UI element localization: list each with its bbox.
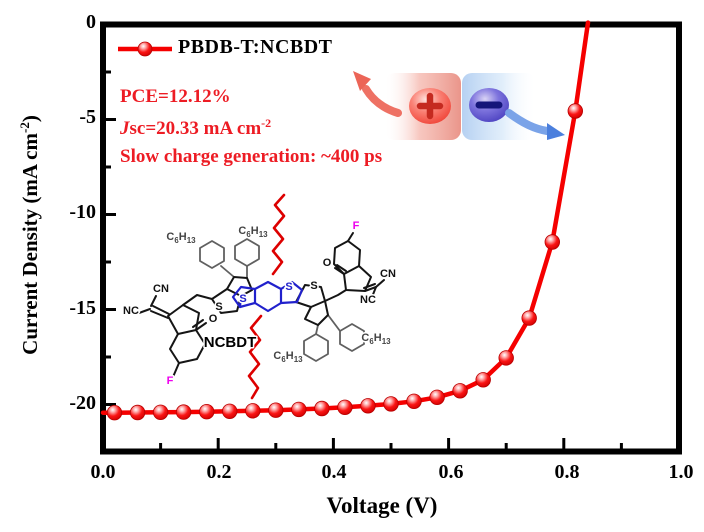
y-axis-title-superscript: -2 [17,122,32,134]
atom-label: C6H13 [273,350,303,364]
legend-sample [118,41,172,57]
annotation-pce: PCE=12.12% [120,86,231,107]
molecule-atom-labels: C6H13 C6H13 C6H13 C6H13 CN NC O O CN NC S S S S F F NCBD… [122,219,398,389]
data-point-marker [360,398,376,414]
data-point-marker [314,400,330,417]
atom-label: CN [153,283,169,295]
atom-label: S [215,301,222,313]
data-point-marker [475,372,491,388]
hole-arrowhead-icon [353,71,371,91]
x-tick-label-3: 0.6 [438,461,464,483]
x-tick-label-0: 0.0 [90,461,116,483]
atom-label: O [209,313,218,325]
data-point-marker [567,103,584,119]
data-point-marker [245,403,261,419]
molecule-end-groups [138,232,385,378]
jsc-value: sc=20.33 mA cm [129,118,262,139]
x-tick-label-2: 0.4 [321,461,347,483]
data-point-marker [337,399,353,416]
data-point-marker [383,396,399,412]
data-point-marker [521,310,537,326]
y-tick-label-4: -20 [69,392,96,414]
plus-icon [416,92,444,120]
data-point-marker [544,234,561,250]
annotation-charge-generation: Slow charge generation: ~400 ps [120,146,383,167]
y-axis-title-main: Current Density (mA cm [18,133,42,355]
molecule-name-label: NCBDT [204,334,257,351]
atom-label: S [310,280,317,292]
x-tick-label-5: 1.0 [668,461,694,483]
jsc-italic-j: J [120,118,130,139]
legend-label: PBDB-T:NCBDT [178,36,333,58]
electron-arrow [505,109,551,135]
atom-label: S [285,281,292,293]
data-point-marker [291,401,307,418]
data-point-marker [429,389,445,406]
molecule-phenyl-rings [199,238,365,362]
atom-label: C6H13 [166,231,196,245]
atom-label: S [239,293,246,305]
annotation-jsc: Jsc=20.33 mA cm-2 [120,116,271,140]
atom-label: F [353,220,360,232]
atom-label: F [167,375,174,387]
hole-arrow [362,85,402,117]
atom-label: O [323,257,332,269]
data-point-marker [152,404,169,421]
data-point-marker [106,405,123,421]
y-tick-label-2: -10 [69,201,96,223]
data-point-marker [221,403,238,420]
data-point-marker [406,393,422,410]
charge-pair-graphic [353,71,565,140]
data-point-marker [498,350,514,366]
data-point-marker [452,383,468,399]
atom-label: NC [360,294,376,306]
x-axis-title: Voltage (V) [326,493,438,518]
atom-label: C6H13 [238,225,268,239]
y-tick-label-1: -5 [79,106,96,128]
atom-label: NC [123,305,139,317]
data-point-marker [129,404,146,421]
x-tick-label-4: 0.8 [554,461,580,483]
ncbdt-molecule: C6H13 C6H13 C6H13 C6H13 CN NC O O CN NC S S S S F F NCBD… [122,193,398,400]
data-point-marker [268,402,284,418]
electron-arrowhead-icon [547,123,565,140]
axis-ticks [101,23,681,449]
atom-label: CN [380,268,396,280]
data-point-marker [198,404,215,420]
plot-frame [100,21,682,455]
jv-curve [100,20,591,421]
jsc-superscript: -2 [261,116,272,130]
molecule-alkyl-zigzags [247,193,286,400]
y-tick-label-0: 0 [86,11,96,33]
atom-label: C6H13 [361,332,391,346]
legend-marker [137,41,153,57]
molecule-core [231,280,304,313]
y-tick-label-3: -15 [69,297,96,319]
data-point-marker [175,404,192,420]
x-tick-label-1: 0.2 [206,461,232,483]
